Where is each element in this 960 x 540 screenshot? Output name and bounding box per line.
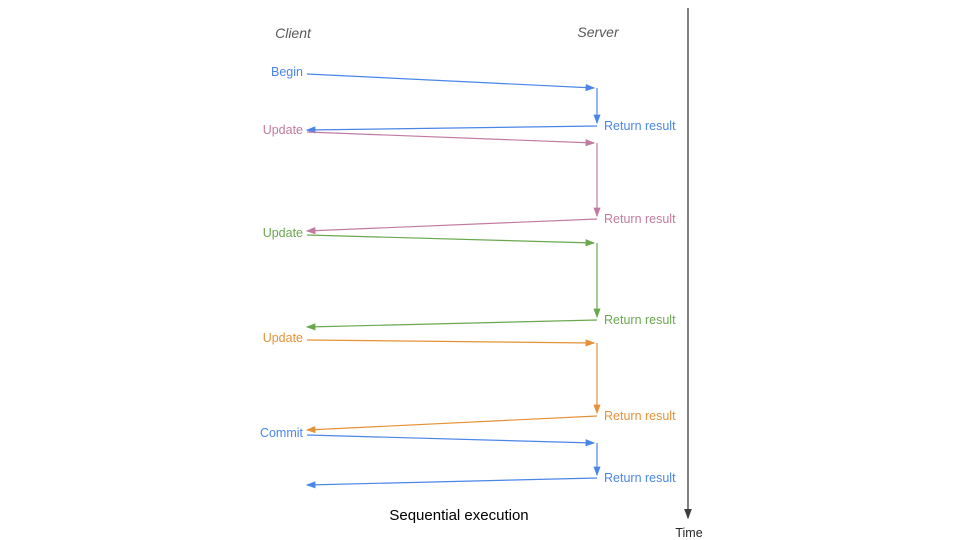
return-label-1: Return result	[604, 212, 676, 226]
time-axis-group: Time	[675, 8, 703, 540]
request-label-4: Commit	[260, 426, 304, 440]
request-label-0: Begin	[271, 65, 303, 79]
diagram-caption: Sequential execution	[389, 507, 528, 524]
message-arrows-group: Begin Return result Update Return result Upd…	[260, 65, 676, 489]
request-label-1: Update	[263, 123, 303, 137]
return-arrow-0	[305, 125, 598, 134]
time-axis-label: Time	[675, 526, 702, 540]
return-label-4: Return result	[604, 471, 676, 485]
request-arrow-3	[306, 339, 596, 347]
return-label-0: Return result	[604, 119, 676, 133]
client-actor-label: Client	[275, 25, 312, 41]
request-arrow-2	[306, 234, 596, 247]
request-arrow-4	[306, 434, 596, 447]
server-actor-label: Server	[577, 24, 620, 40]
return-arrow-3	[305, 415, 598, 434]
return-label-2: Return result	[604, 313, 676, 327]
return-label-3: Return result	[604, 409, 676, 423]
request-label-2: Update	[263, 226, 303, 240]
return-arrow-1	[305, 218, 598, 235]
request-arrow-1	[306, 131, 596, 147]
request-arrow-0	[306, 73, 596, 92]
return-arrow-4	[305, 477, 598, 489]
request-label-3: Update	[263, 331, 303, 345]
return-arrow-2	[305, 319, 598, 331]
